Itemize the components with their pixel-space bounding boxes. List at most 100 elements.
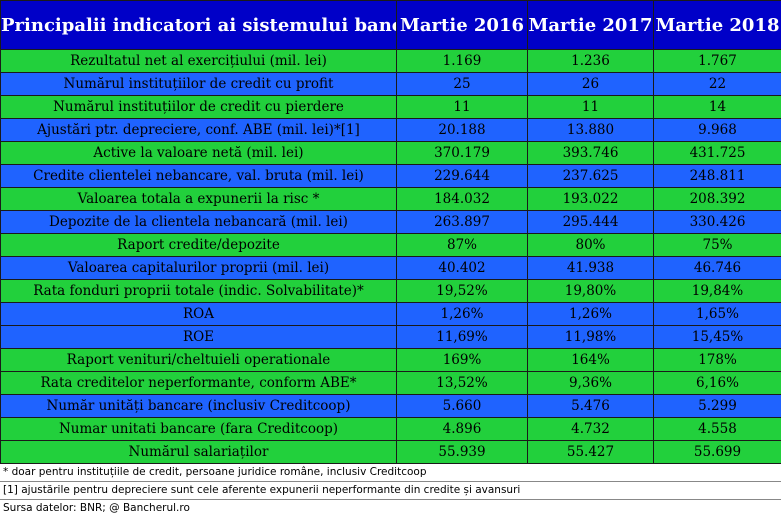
row-value: 393.746 bbox=[527, 141, 654, 165]
row-value: 4.896 bbox=[396, 417, 528, 441]
row-label: Rata creditelor neperformante, conform A… bbox=[0, 371, 397, 395]
table-row: Active la valoare netă (mil. lei) 370.179… bbox=[0, 141, 781, 165]
row-value: 46.746 bbox=[653, 256, 781, 280]
footnote-asterisk: * doar pentru instituțiile de credit, pe… bbox=[0, 464, 781, 482]
table-row: Numar unitati bancare (fara Creditcoop) 4… bbox=[0, 417, 781, 441]
row-value: 193.022 bbox=[527, 187, 654, 211]
row-label: Depozite de la clientela nebancară (mil.… bbox=[0, 210, 397, 234]
row-label: Numar unitati bancare (fara Creditcoop) bbox=[0, 417, 397, 441]
table-row: ROA 1,26% 1,26% 1,65% bbox=[0, 302, 781, 326]
row-label: Valoarea totala a expunerii la risc * bbox=[0, 187, 397, 211]
row-value: 4.732 bbox=[527, 417, 654, 441]
row-value: 9,36% bbox=[527, 371, 654, 395]
row-value: 20.188 bbox=[396, 118, 528, 142]
row-label: Numărul salariaților bbox=[0, 440, 397, 464]
row-label: ROA bbox=[0, 302, 397, 326]
row-label: Valoarea capitalurilor proprii (mil. lei… bbox=[0, 256, 397, 280]
table-row: Numărul instituțiilor de credit cu profi… bbox=[0, 72, 781, 96]
row-value: 248.811 bbox=[653, 164, 781, 188]
table-row: Rezultatul net al exercițiului (mil. lei… bbox=[0, 49, 781, 73]
table-row: Număr unități bancare (inclusiv Creditco… bbox=[0, 394, 781, 418]
row-value: 1.169 bbox=[396, 49, 528, 73]
table-row: Rata fonduri proprii totale (indic. Solv… bbox=[0, 279, 781, 303]
row-value: 1.767 bbox=[653, 49, 781, 73]
row-value: 208.392 bbox=[653, 187, 781, 211]
row-label: Rezultatul net al exercițiului (mil. lei… bbox=[0, 49, 397, 73]
row-value: 15,45% bbox=[653, 325, 781, 349]
row-value: 11 bbox=[396, 95, 528, 119]
source-note: Sursa datelor: BNR; @ Bancherul.ro bbox=[3, 502, 190, 514]
table-row: Credite clientelei nebancare, val. bruta… bbox=[0, 164, 781, 188]
row-value: 370.179 bbox=[396, 141, 528, 165]
row-label: Rata fonduri proprii totale (indic. Solv… bbox=[0, 279, 397, 303]
row-value: 229.644 bbox=[396, 164, 528, 188]
row-value: 184.032 bbox=[396, 187, 528, 211]
row-value: 19,80% bbox=[527, 279, 654, 303]
row-value: 22 bbox=[653, 72, 781, 96]
row-value: 5.299 bbox=[653, 394, 781, 418]
row-value: 75% bbox=[653, 233, 781, 257]
row-value: 41.938 bbox=[527, 256, 654, 280]
row-value: 11,69% bbox=[396, 325, 528, 349]
footnotes: * doar pentru instituțiile de credit, pe… bbox=[0, 464, 781, 517]
row-value: 4.558 bbox=[653, 417, 781, 441]
header-row: Principalii indicatori ai sistemului ban… bbox=[0, 0, 781, 50]
row-value: 14 bbox=[653, 95, 781, 119]
footnote-1: [1] ajustările pentru depreciere sunt ce… bbox=[0, 482, 781, 500]
row-value: 1,26% bbox=[527, 302, 654, 326]
row-value: 5.660 bbox=[396, 394, 528, 418]
row-value: 1,26% bbox=[396, 302, 528, 326]
table-row: Numărul salariaților 55.939 55.427 55.699 bbox=[0, 440, 781, 464]
row-value: 237.625 bbox=[527, 164, 654, 188]
table-row: Raport credite/depozite 87% 80% 75% bbox=[0, 233, 781, 257]
row-label: Numărul instituțiilor de credit cu pierd… bbox=[0, 95, 397, 119]
row-label: ROE bbox=[0, 325, 397, 349]
row-value: 55.699 bbox=[653, 440, 781, 464]
row-value: 169% bbox=[396, 348, 528, 372]
row-label: Active la valoare netă (mil. lei) bbox=[0, 141, 397, 165]
row-value: 55.427 bbox=[527, 440, 654, 464]
row-value: 19,84% bbox=[653, 279, 781, 303]
table-row: Depozite de la clientela nebancară (mil.… bbox=[0, 210, 781, 234]
row-value: 431.725 bbox=[653, 141, 781, 165]
row-value: 55.939 bbox=[396, 440, 528, 464]
row-value: 13,52% bbox=[396, 371, 528, 395]
row-value: 295.444 bbox=[527, 210, 654, 234]
table-row: Valoarea totala a expunerii la risc * 184… bbox=[0, 187, 781, 211]
row-value: 263.897 bbox=[396, 210, 528, 234]
column-header-martie-2017: Martie 2017 bbox=[527, 0, 654, 50]
row-value: 25 bbox=[396, 72, 528, 96]
row-label: Credite clientelei nebancare, val. bruta… bbox=[0, 164, 397, 188]
row-label: Ajustări ptr. depreciere, conf. ABE (mil… bbox=[0, 118, 397, 142]
row-value: 5.476 bbox=[527, 394, 654, 418]
row-value: 26 bbox=[527, 72, 654, 96]
row-value: 13.880 bbox=[527, 118, 654, 142]
table-row: Rata creditelor neperformante, conform A… bbox=[0, 371, 781, 395]
indicators-table: Principalii indicatori ai sistemului ban… bbox=[0, 0, 781, 464]
row-label: Raport venituri/cheltuieli operationale bbox=[0, 348, 397, 372]
row-value: 11 bbox=[527, 95, 654, 119]
table-row: Numărul instituțiilor de credit cu pierd… bbox=[0, 95, 781, 119]
row-value: 330.426 bbox=[653, 210, 781, 234]
row-value: 9.968 bbox=[653, 118, 781, 142]
row-label: Numărul instituțiilor de credit cu profi… bbox=[0, 72, 397, 96]
table-row: ROE 11,69% 11,98% 15,45% bbox=[0, 325, 781, 349]
row-value: 11,98% bbox=[527, 325, 654, 349]
row-value: 6,16% bbox=[653, 371, 781, 395]
table-title: Principalii indicatori ai sistemului ban… bbox=[0, 0, 397, 50]
table-row: Ajustări ptr. depreciere, conf. ABE (mil… bbox=[0, 118, 781, 142]
table-row: Valoarea capitalurilor proprii (mil. lei… bbox=[0, 256, 781, 280]
row-label: Raport credite/depozite bbox=[0, 233, 397, 257]
row-value: 1.236 bbox=[527, 49, 654, 73]
row-value: 40.402 bbox=[396, 256, 528, 280]
column-header-martie-2016: Martie 2016 bbox=[396, 0, 528, 50]
column-header-martie-2018: Martie 2018 bbox=[653, 0, 781, 50]
row-value: 80% bbox=[527, 233, 654, 257]
row-value: 87% bbox=[396, 233, 528, 257]
row-value: 178% bbox=[653, 348, 781, 372]
table-row: Raport venituri/cheltuieli operationale 1… bbox=[0, 348, 781, 372]
row-label: Număr unități bancare (inclusiv Creditco… bbox=[0, 394, 397, 418]
row-value: 164% bbox=[527, 348, 654, 372]
row-value: 1,65% bbox=[653, 302, 781, 326]
row-value: 19,52% bbox=[396, 279, 528, 303]
